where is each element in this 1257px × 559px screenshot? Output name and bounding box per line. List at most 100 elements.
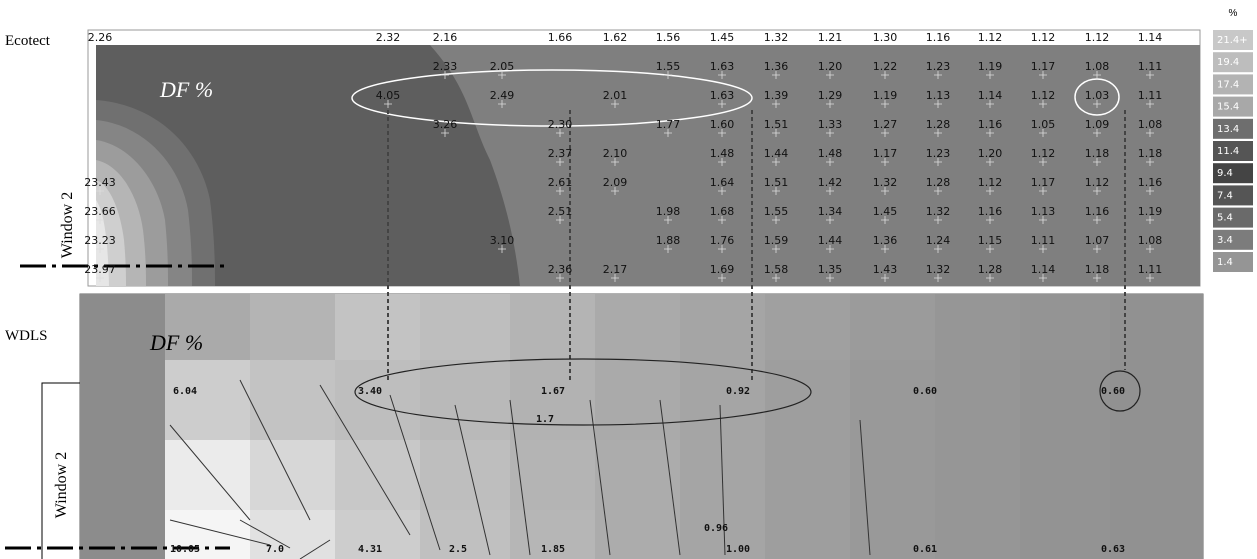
shade-cell [510,510,595,559]
df-value: 1.67 [541,386,565,397]
window-label: Window 2 [53,452,70,518]
df-value: 1.18 [1138,147,1163,160]
df-value: 1.19 [978,60,1003,73]
df-value: 0.60 [913,386,937,397]
grid-cross [934,158,942,166]
grid-cross [934,71,942,79]
df-value: 1.39 [764,89,789,102]
grid-cross [826,216,834,224]
grid-cross [881,71,889,79]
grid-cross [611,187,619,195]
shade-cell [165,440,250,510]
df-value: 1.12 [978,176,1003,189]
contour-value: 0.96 [704,523,728,534]
contour-line [299,539,331,559]
df-value: 1.55 [656,60,681,73]
df-value: 2.09 [603,176,628,189]
legend-label: 7.4 [1217,190,1233,201]
df-value: 1.17 [1031,60,1056,73]
grid-cross [772,71,780,79]
shade-cell [850,360,935,440]
contour-line [859,419,871,556]
df-value: 2.51 [548,205,573,218]
df-value: 1.58 [764,263,789,276]
df-value: 23.97 [84,263,116,276]
df-value: 1.28 [978,263,1003,276]
df-value: 1.12 [1031,89,1056,102]
grid-cross [934,216,942,224]
legend-swatch [1213,141,1253,161]
legend-swatch [1213,118,1253,139]
df-value: 1.45 [873,205,898,218]
df-value: 1.24 [926,234,951,247]
shade-cell [765,510,850,559]
df-value: 1.42 [818,176,843,189]
grid-cross [96,274,104,282]
df-value: 1.22 [873,60,898,73]
grid-cross [96,187,104,195]
shade-cell [680,294,765,360]
shade-cell [420,440,510,510]
grid-cross [934,100,942,108]
df-value: 1.19 [873,89,898,102]
legend-swatch [1213,163,1253,184]
df-value: 1.29 [818,89,843,102]
grid-cross [826,274,834,282]
grid-cross [881,187,889,195]
legend-label: 9.4 [1217,168,1233,179]
grid-cross [441,129,449,137]
df-value: 1.85 [541,544,565,555]
df-value: 1.64 [710,176,735,189]
grid-cross [384,100,392,108]
legend-label: 19.4 [1217,57,1239,68]
df-value: 1.19 [1138,205,1163,218]
legend-swatch [1213,252,1253,272]
shade-cell [765,360,850,440]
legend-unit: % [1229,8,1238,19]
grid-cross [664,245,672,253]
contour-line [509,399,531,556]
df-value: 1.13 [1031,205,1056,218]
shade-cell [80,440,165,510]
df-value: 1.27 [873,118,898,131]
df-value: 1.17 [1031,176,1056,189]
shade-cell [1110,360,1203,440]
shade-cell [80,294,165,360]
grid-cross [772,216,780,224]
df-value: 1.15 [978,234,1003,247]
df-value: 1.00 [726,544,750,555]
grid-cross [772,129,780,137]
shade-cell [1110,294,1203,360]
df-value: 1.14 [1031,263,1056,276]
df-value: 2.10 [603,147,628,160]
df-value: 1.14 [1138,31,1163,44]
shade-cell [1020,440,1110,510]
grid-cross [986,216,994,224]
legend-label: 11.4 [1217,146,1239,157]
df-value: 1.59 [764,234,789,247]
df-value: 6.04 [173,386,197,397]
shade-cell [765,294,850,360]
df-value: 1.16 [926,31,951,44]
legend-swatch [1213,74,1253,95]
df-value: 1.44 [818,234,843,247]
shade-cell [420,360,510,440]
shade-cell [250,440,335,510]
grid-cross [1146,245,1154,253]
df-value: 2.30 [548,118,573,131]
contour-line [389,394,441,551]
grid-cross [441,71,449,79]
grid-cross [96,245,104,253]
grid-cross [556,216,564,224]
grid-cross [772,274,780,282]
shade-cell [935,440,1020,510]
df-value: 1.32 [873,176,898,189]
grid-cross [1146,158,1154,166]
grid-cross [881,158,889,166]
df-value: 1.16 [1138,176,1163,189]
grid-cross [772,100,780,108]
shade-cell [335,510,420,559]
wdls-panel [79,293,1204,559]
